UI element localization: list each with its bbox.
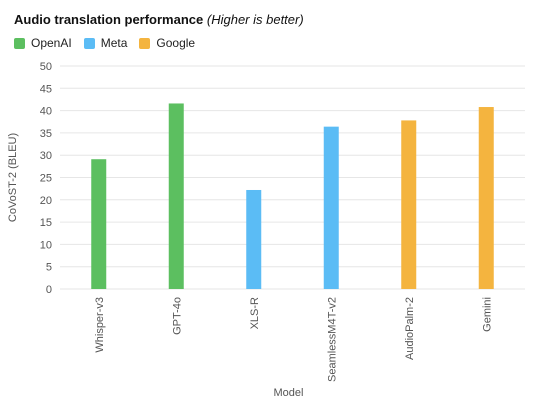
legend-swatch-meta — [83, 37, 95, 49]
bar — [246, 189, 262, 289]
y-tick-label: 20 — [40, 195, 52, 207]
y-tick-label: 5 — [46, 262, 52, 274]
legend-item-openai: OpenAI — [14, 36, 72, 50]
legend-label-openai: OpenAI — [31, 36, 72, 50]
y-axis-label: CoVoST-2 (BLEU) — [7, 133, 19, 222]
x-tick-label: SeamlessM4T-v2 — [326, 297, 338, 382]
y-tick-label: 35 — [40, 128, 52, 140]
x-tick-label: AudioPalm-2 — [404, 297, 416, 360]
bar — [91, 159, 107, 289]
x-tick-label: XLS-R — [249, 297, 261, 329]
chart-title: Audio translation performance (Higher is… — [14, 12, 304, 27]
legend-swatch-openai — [14, 37, 25, 49]
chart-title-text: Audio translation performance — [14, 12, 204, 27]
x-axis-label: Model — [274, 387, 304, 399]
y-tick-label: 50 — [40, 61, 52, 73]
chart-title-note: (Higher is better) — [206, 12, 304, 27]
legend-label-meta: Meta — [100, 36, 128, 50]
chart-legend: OpenAI Meta Google — [14, 36, 207, 50]
x-tick-label: Whisper-v3 — [94, 297, 106, 353]
y-tick-label: 45 — [40, 83, 52, 95]
legend-label-google: Google — [156, 36, 196, 50]
y-tick-label: 15 — [40, 217, 52, 229]
y-tick-label: 30 — [40, 150, 52, 162]
x-tick-label: GPT-4o — [171, 297, 183, 335]
bar — [401, 120, 417, 289]
bar — [478, 107, 494, 289]
y-tick-label: 10 — [40, 239, 52, 251]
y-tick-label: 25 — [40, 173, 52, 185]
x-tick-label: Gemini — [481, 297, 493, 332]
legend-item-meta: Meta — [83, 36, 128, 50]
bar — [168, 103, 184, 290]
legend-item-google: Google — [139, 36, 195, 50]
bar — [323, 126, 339, 289]
y-tick-label: 0 — [46, 284, 52, 296]
legend-swatch-google — [139, 37, 151, 49]
y-tick-label: 40 — [40, 106, 52, 118]
